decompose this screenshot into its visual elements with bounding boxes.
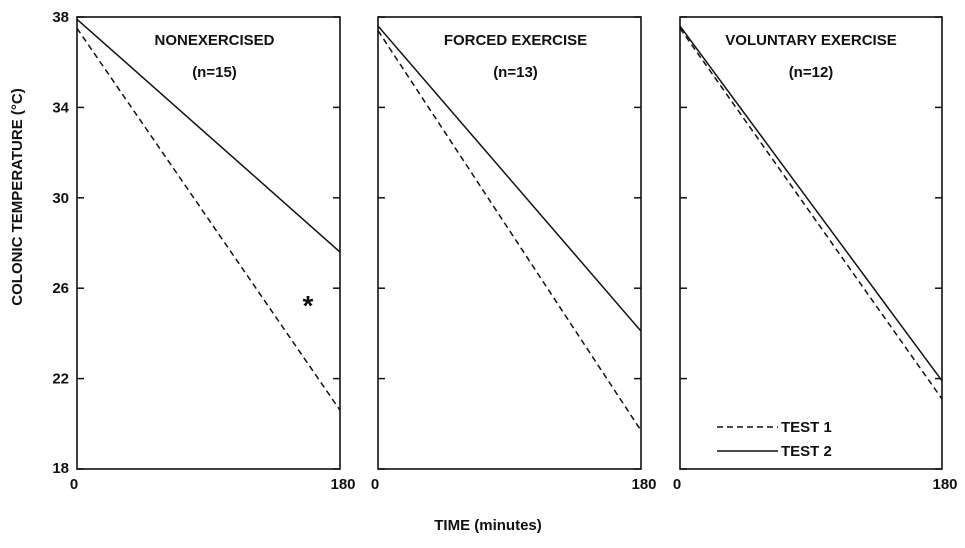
legend-test-2-label: TEST 2	[781, 443, 832, 460]
x-axis-label: TIME (minutes)	[434, 517, 542, 534]
x-tick-label: 0	[70, 476, 78, 493]
x-tick-label: 0	[673, 476, 681, 493]
y-tick-label: 30	[52, 190, 69, 207]
y-tick-label: 38	[52, 9, 69, 26]
plot-frame	[377, 16, 642, 470]
series-test-2-line	[679, 25, 943, 382]
series-test-1-line	[76, 27, 341, 411]
y-tick-label: 34	[52, 99, 69, 116]
y-tick-label: 18	[52, 460, 69, 477]
y-axis-label: COLONIC TEMPERATURE (°C)	[9, 88, 26, 305]
series-test-2-line	[76, 18, 341, 253]
panel-subtitle: (n=13)	[493, 64, 538, 81]
y-tick-label: 22	[52, 371, 69, 388]
plot-frame	[679, 16, 943, 470]
plot-frame	[76, 16, 341, 470]
panel-title: FORCED EXERCISE	[444, 32, 587, 49]
panel-title: NONEXERCISED	[154, 32, 274, 49]
series-test-1-line	[377, 30, 642, 431]
significance-asterisk: *	[303, 290, 314, 321]
series-test-2-line	[377, 25, 642, 332]
panel-title: VOLUNTARY EXERCISE	[725, 32, 896, 49]
series-test-1-line	[679, 27, 943, 400]
panel-forced-exercise: 0 180 FORCED EXERCISE (n=13)	[371, 16, 657, 493]
legend-test-1-label: TEST 1	[781, 419, 832, 436]
panel-subtitle: (n=15)	[192, 64, 237, 81]
x-tick-label: 180	[932, 476, 957, 493]
x-tick-label: 180	[330, 476, 355, 493]
y-tick-label: 26	[52, 280, 69, 297]
panel-subtitle: (n=12)	[789, 64, 834, 81]
x-tick-label: 180	[631, 476, 656, 493]
panel-nonexercised: 18 22 26 30 34 38 0 180 NONEXERCISED (n=15) *	[52, 9, 355, 493]
panel-voluntary-exercise: 0 180 VOLUNTARY EXERCISE (n=12) TEST 1 TEST 2	[673, 16, 958, 493]
x-tick-label: 0	[371, 476, 379, 493]
